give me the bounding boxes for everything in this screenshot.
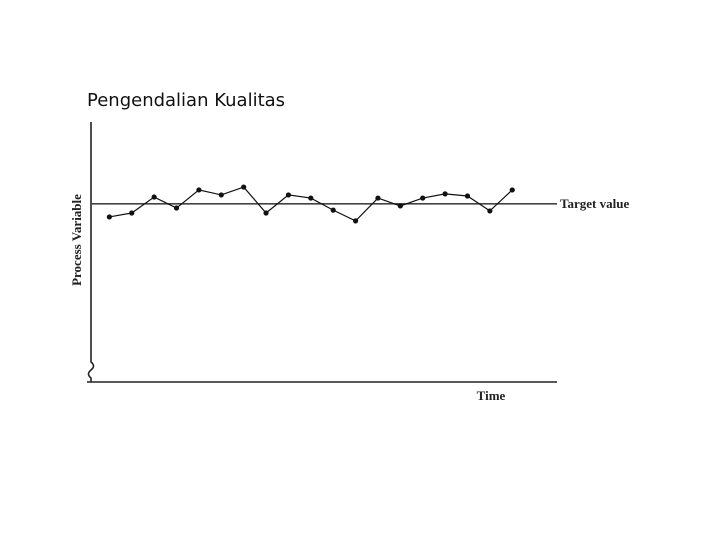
data-point	[375, 195, 381, 201]
slide-title: Pengendalian Kualitas	[87, 90, 285, 111]
data-point	[420, 195, 426, 201]
data-point	[241, 184, 247, 190]
data-point	[487, 208, 493, 214]
data-point	[330, 207, 336, 213]
data-point	[442, 191, 448, 197]
data-point	[218, 192, 224, 198]
data-point	[509, 187, 515, 193]
target-label: Target value	[560, 196, 629, 211]
data-point	[308, 195, 314, 201]
data-point	[263, 210, 269, 216]
data-point	[173, 205, 180, 211]
x-axis-label: Time	[477, 388, 506, 403]
data-point	[151, 194, 157, 200]
data-point	[129, 210, 135, 216]
data-point	[397, 203, 403, 209]
data-point	[196, 187, 202, 193]
axes	[87, 122, 557, 383]
y-axis-label: Process Variable	[69, 194, 84, 286]
data-point	[106, 214, 112, 220]
data-point	[464, 193, 471, 199]
data-point	[285, 192, 292, 198]
data-point	[352, 218, 359, 224]
